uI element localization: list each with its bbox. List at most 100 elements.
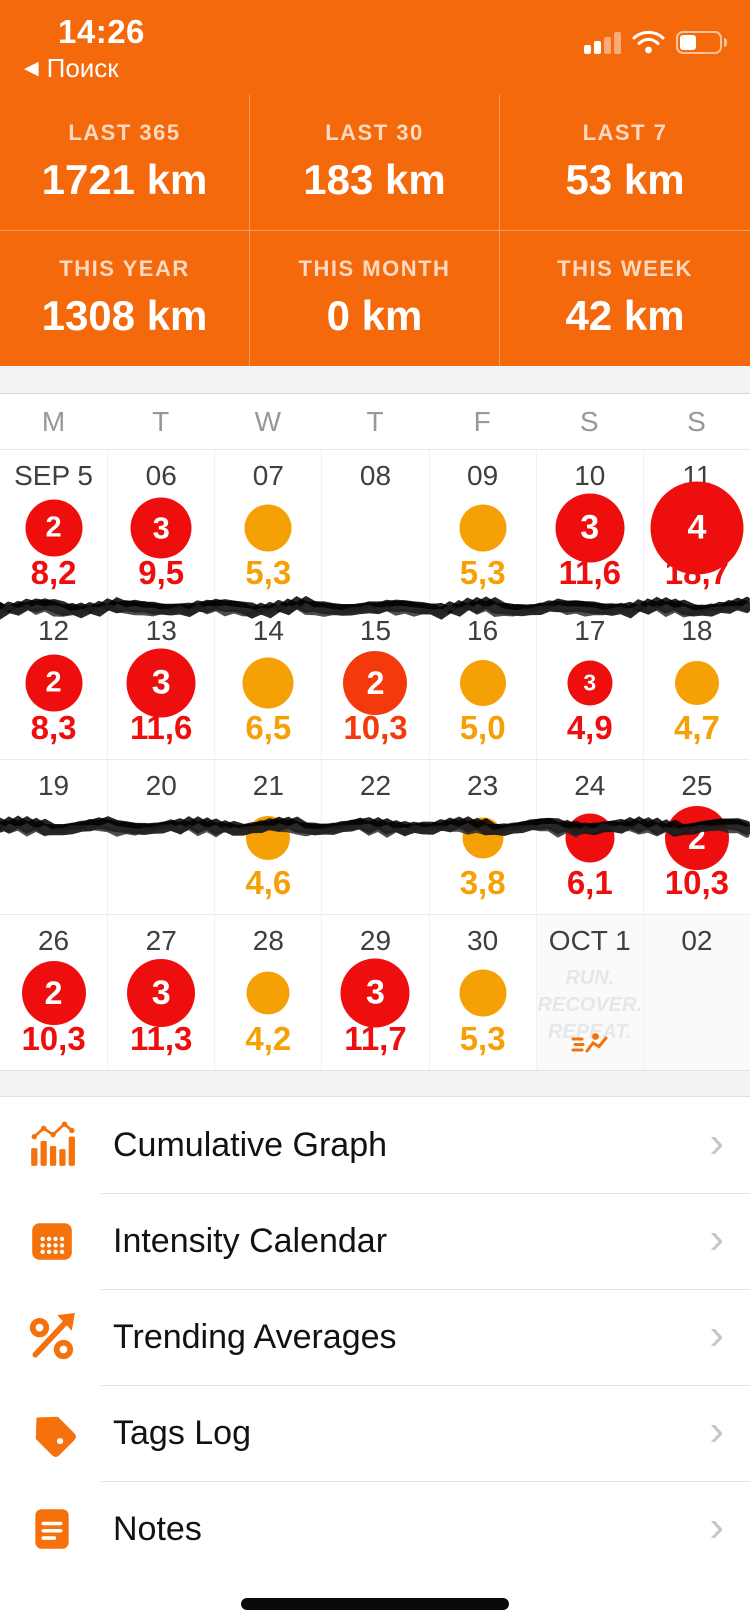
menu-divider (100, 1481, 750, 1482)
calendar-day-cell[interactable]: 25 2 10,3 (642, 760, 750, 914)
notes-icon (27, 1504, 77, 1554)
calendar-day-cell[interactable]: 08 (321, 450, 428, 604)
day-date: 23 (467, 770, 499, 801)
activity-circle: 2 (25, 654, 83, 712)
calendar-day-cell[interactable]: 11 4 18,7 (642, 450, 750, 604)
home-indicator[interactable] (241, 1598, 509, 1610)
menu-item-trending-averages[interactable]: Trending Averages › (0, 1289, 750, 1385)
calendar-week-row: 19 20 21 4,6 22 23 3,8 24 6,1 25 2 10,3 (0, 760, 750, 915)
calendar-day-cell[interactable]: 30 5,3 (428, 915, 536, 1070)
weekday-label: T (366, 405, 384, 437)
calendar-day-cell[interactable]: 17 3 4,9 (535, 605, 643, 759)
menu-item-notes[interactable]: Notes › (0, 1481, 750, 1577)
stat-last-365: LAST 365 1721 km (0, 95, 250, 231)
activity-circle (459, 660, 506, 706)
calendar-day-cell[interactable]: 13 3 11,6 (107, 605, 214, 759)
monthly-calendar: M T W T F S S SEP 5 2 8,2 06 3 9,5 07 5,3 08 09 5,… (0, 394, 750, 1070)
calendar-day-cell[interactable]: 29 3 11,7 (321, 915, 428, 1070)
day-distance: 8,2 (30, 554, 77, 591)
calendar-day-cell[interactable]: 22 (321, 760, 428, 914)
activity-count: 4 (687, 508, 707, 547)
activity-circle (565, 813, 615, 863)
section-divider-strip (0, 1070, 750, 1097)
calendar-day-cell[interactable]: 23 3,8 (428, 760, 536, 914)
weekday-label: T (152, 405, 170, 437)
calendar-day-cell[interactable]: 28 4,2 (214, 915, 321, 1070)
calendar-day-cell[interactable]: SEP 5 2 8,2 (0, 450, 107, 604)
day-distance: 5,3 (459, 554, 506, 591)
activity-count: 3 (152, 510, 170, 545)
calendar-day-cell[interactable]: 02 (642, 915, 750, 1070)
day-distance: 9,5 (138, 554, 185, 591)
day-date: OCT 1 (548, 925, 631, 956)
calendar-day-cell[interactable]: 06 3 9,5 (107, 450, 214, 604)
back-button[interactable]: ◀ Поиск (24, 53, 119, 84)
calendar-day-cell[interactable]: 14 6,5 (214, 605, 321, 759)
activity-circle (674, 661, 719, 705)
weekday-header-row: M T W T F S S (0, 394, 750, 450)
day-date: 06 (145, 460, 177, 491)
calendar-week-row: SEP 5 2 8,2 06 3 9,5 07 5,3 08 09 5,3 10 3 11,6 11 4 18,… (0, 450, 750, 605)
calendar-day-cell[interactable]: 09 5,3 (428, 450, 536, 604)
calendar-day-cell[interactable]: 27 3 11,3 (107, 915, 214, 1070)
calendar-day-cell[interactable]: 26 2 10,3 (0, 915, 107, 1070)
menu-item-intensity-calendar[interactable]: Intensity Calendar › (0, 1193, 750, 1289)
chevron-right-icon: › (709, 1502, 724, 1552)
menu-item-cumulative-graph[interactable]: Cumulative Graph › (0, 1097, 750, 1193)
activity-circle: 3 (340, 958, 410, 1028)
day-distance: 10,3 (664, 864, 730, 901)
menu-divider (100, 1193, 750, 1194)
day-date: 20 (145, 770, 177, 801)
weekday-label: W (254, 405, 282, 437)
activity-circle (459, 504, 507, 552)
day-distance: 10,3 (343, 709, 408, 746)
activity-circle: 2 (343, 651, 408, 715)
calendar-day-cell[interactable]: 18 4,7 (642, 605, 750, 759)
day-date: 07 (252, 460, 284, 491)
stat-last-30: LAST 30 183 km (250, 95, 500, 231)
activity-circle (246, 816, 291, 860)
day-date: 30 (467, 925, 499, 956)
menu-item-tags-log[interactable]: Tags Log › (0, 1385, 750, 1481)
day-distance: 11,7 (344, 1020, 407, 1057)
day-distance: 4,7 (673, 709, 720, 746)
day-distance: 18,7 (664, 554, 730, 591)
calendar-day-cell[interactable]: 12 2 8,3 (0, 605, 107, 759)
battery-icon (676, 30, 727, 54)
activity-count: 2 (366, 664, 385, 701)
calendar-day-cell[interactable]: 15 2 10,3 (321, 605, 428, 759)
activity-circle: 3 (567, 660, 613, 706)
intensity-calendar-icon (27, 1216, 77, 1266)
calendar-day-cell[interactable]: 16 5,0 (428, 605, 536, 759)
menu-item-label: Cumulative Graph (113, 1125, 388, 1164)
activity-circle: 4 (650, 481, 744, 575)
day-date: 02 (681, 925, 713, 956)
day-date: 09 (467, 460, 499, 491)
day-date: 13 (145, 615, 177, 646)
tools-menu: Cumulative Graph › Intensity Calendar › Tren… (0, 1097, 750, 1577)
activity-circle (244, 504, 292, 552)
trending-averages-icon (27, 1312, 77, 1362)
calendar-day-cell[interactable]: 21 4,6 (214, 760, 321, 914)
menu-divider (100, 1385, 750, 1386)
menu-item-label: Notes (113, 1509, 202, 1548)
activity-circle: 2 (25, 499, 83, 557)
stat-this-week: THIS WEEK 42 km (557, 256, 693, 340)
calendar-day-cell[interactable]: 10 3 11,6 (535, 450, 643, 604)
day-distance: 5,3 (245, 554, 292, 591)
menu-item-label: Tags Log (113, 1413, 251, 1452)
day-distance: 11,6 (558, 554, 621, 591)
calendar-day-cell[interactable]: 24 6,1 (535, 760, 643, 914)
day-date: 22 (359, 770, 392, 801)
calendar-day-cell[interactable]: OCT 1 RUN. RECOVER. REPEAT. (535, 915, 643, 1070)
calendar-day-cell[interactable]: 07 5,3 (214, 450, 321, 604)
calendar-day-cell[interactable]: 19 (0, 760, 107, 914)
day-distance: 6,1 (566, 864, 613, 901)
activity-circle: 3 (126, 648, 196, 718)
chevron-right-icon: › (709, 1214, 724, 1264)
chevron-right-icon: › (709, 1310, 724, 1360)
activity-count: 3 (151, 973, 171, 1012)
calendar-day-cell[interactable]: 20 (107, 760, 214, 914)
menu-item-label: Trending Averages (113, 1317, 397, 1356)
runner-icon (571, 1033, 608, 1053)
